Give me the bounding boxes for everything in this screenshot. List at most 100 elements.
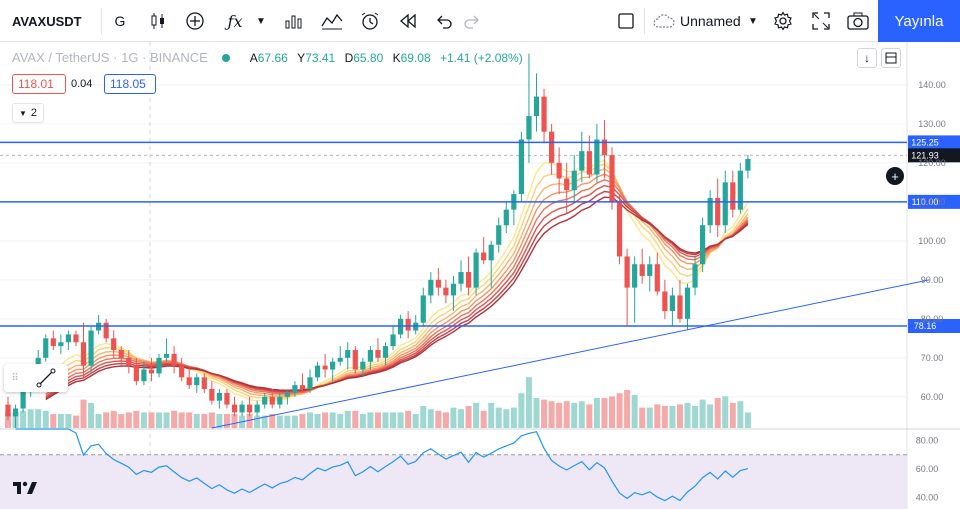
candle — [171, 346, 177, 374]
rsi-tick-label: 80.00 — [916, 435, 939, 445]
gear-icon[interactable] — [769, 0, 797, 42]
candle — [571, 155, 577, 202]
chevron-down-icon[interactable]: ▼ — [256, 15, 266, 27]
candle — [247, 396, 253, 417]
candle — [352, 346, 358, 374]
candle-body — [533, 96, 540, 117]
candle-body — [330, 361, 336, 370]
undo-icon[interactable] — [430, 0, 458, 42]
y-axis-ticks: 140.00 130.00 120.00 110.00 100.00 90.00 80.00… — [918, 80, 946, 402]
cloud-icon[interactable] — [650, 0, 678, 42]
candle — [541, 88, 547, 144]
candle — [624, 248, 630, 327]
price-axis[interactable] — [907, 42, 960, 509]
candle — [526, 53, 532, 163]
volume-bar — [156, 412, 162, 428]
volume-bar — [692, 406, 699, 428]
candle-body — [194, 377, 200, 386]
volume-bar — [525, 377, 532, 428]
volume-bar — [503, 409, 510, 428]
volume-bar — [254, 415, 261, 428]
volume-bar — [412, 414, 419, 428]
chevron-down-icon: ▼ — [18, 108, 27, 118]
rsi-line — [15, 428, 749, 502]
download-arrow-icon[interactable]: ↓ — [857, 48, 877, 68]
volume-bar — [118, 414, 125, 428]
candle-body — [496, 225, 502, 245]
candle-body — [586, 151, 592, 175]
candle — [730, 170, 736, 218]
layout-square-icon[interactable] — [612, 0, 640, 42]
trendline-tool-icon[interactable] — [26, 364, 66, 392]
candle — [254, 400, 260, 417]
candle-body — [541, 96, 547, 132]
candle — [413, 314, 419, 335]
grid — [0, 42, 907, 509]
redo-icon[interactable] — [458, 0, 486, 42]
candle-body — [662, 291, 668, 312]
fullscreen-icon[interactable] — [807, 0, 835, 42]
volume-bar — [88, 402, 95, 428]
candle — [375, 338, 381, 362]
candle — [677, 279, 683, 323]
trendline[interactable] — [211, 279, 930, 429]
candle — [647, 256, 653, 292]
volume-bar — [307, 412, 313, 428]
candle-body — [526, 116, 532, 140]
top-toolbar: AVAXUSDT G ƒx ▼ Unnamed ▼ Yayınla — [0, 0, 960, 42]
horizontal-lines[interactable]: 125.25 110.00 78.16 121.93 — [0, 135, 960, 334]
candle-body — [73, 334, 79, 343]
candle — [186, 365, 192, 390]
candle-body — [488, 244, 494, 261]
volume-bar — [722, 396, 729, 428]
volume-bar — [744, 412, 751, 428]
candle — [473, 248, 479, 296]
candle-style-icon[interactable] — [144, 0, 172, 42]
layout-toggle-icon[interactable] — [881, 48, 901, 68]
candle-body — [737, 170, 743, 210]
chevron-down-icon[interactable]: ▼ — [748, 15, 758, 27]
replay-icon[interactable] — [394, 0, 422, 42]
price-tick-label: 80.00 — [921, 314, 944, 324]
alert-clock-icon[interactable] — [356, 0, 384, 42]
indicators-icon[interactable]: ƒx — [227, 11, 243, 31]
candle — [367, 346, 373, 370]
add-alert-plus-icon[interactable]: + — [886, 167, 904, 185]
candle-body — [616, 201, 623, 257]
templates-icon[interactable] — [280, 0, 308, 42]
publish-button[interactable]: Yayınla — [878, 0, 960, 42]
candle — [684, 283, 691, 331]
volume-bar — [397, 412, 404, 428]
candle-body — [730, 182, 736, 210]
candle — [209, 381, 215, 405]
candle — [662, 279, 668, 319]
candle-body — [239, 404, 245, 413]
candle-body — [503, 209, 509, 226]
add-compare-icon[interactable] — [181, 0, 209, 42]
layout-name-label[interactable]: Unnamed — [680, 13, 741, 29]
sell-price-button[interactable]: 118.01 — [12, 74, 66, 94]
interval-button[interactable]: G — [114, 13, 126, 29]
chart-canvas[interactable]: 125.25 110.00 78.16 121.93 140.00 130.00 120.… — [0, 42, 960, 509]
candle — [458, 260, 464, 292]
camera-icon[interactable] — [844, 0, 872, 42]
volume-bar — [50, 414, 57, 428]
candle — [564, 162, 570, 214]
tradingview-logo-icon — [12, 478, 40, 498]
candle-body — [390, 334, 396, 347]
legend-ohlc: A67.66 Y73.41 D65.80 K69.08 +1.41 (+2.08… — [244, 51, 523, 65]
symbol-search-button[interactable]: AVAXUSDT — [12, 13, 82, 29]
indicators-toggle[interactable]: ▼ 2 — [12, 103, 44, 123]
candle-body — [420, 295, 426, 323]
candle — [126, 350, 132, 374]
volume-bar — [571, 402, 578, 428]
buy-price-button[interactable]: 118.05 — [104, 74, 156, 94]
price-tag-label: 78.16 — [914, 321, 937, 331]
candle-body — [450, 283, 457, 296]
volume-bar — [654, 404, 661, 428]
compare-symbol-icon[interactable] — [318, 0, 346, 42]
candle-body — [345, 350, 351, 358]
candle-body — [43, 338, 49, 358]
volume-bar — [646, 407, 653, 428]
drag-handle-icon[interactable]: ⠿ — [11, 372, 19, 384]
